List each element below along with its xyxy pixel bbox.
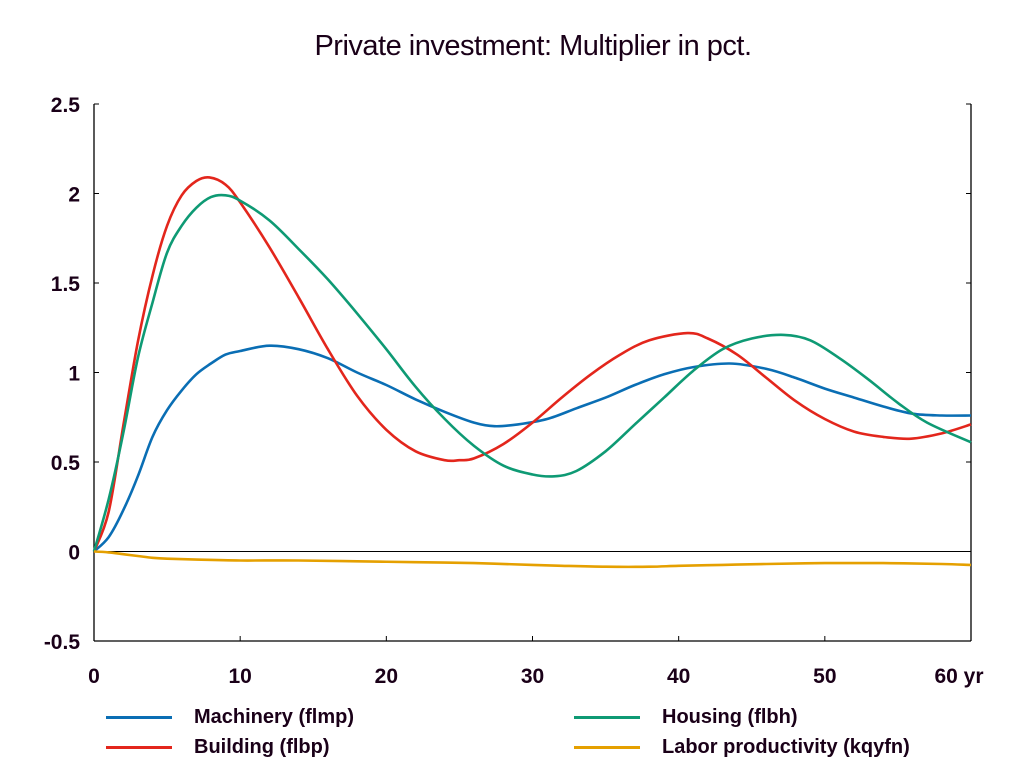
legend-swatch-machinery bbox=[106, 715, 172, 719]
legend-item-labor-productivity: Labor productivity (kqyfn) bbox=[574, 732, 910, 762]
x-tick-label: 60 yr bbox=[934, 665, 983, 688]
x-tick-label: 20 bbox=[375, 665, 398, 688]
legend-swatch-housing bbox=[574, 715, 640, 719]
y-tick-label: 0 bbox=[68, 542, 80, 565]
chart-title: Private investment: Multiplier in pct. bbox=[314, 30, 752, 62]
legend-right: Housing (flbh) Labor productivity (kqyfn… bbox=[574, 702, 910, 762]
legend-swatch-building bbox=[106, 745, 172, 749]
legend-left: Machinery (flmp) Building (flbp) bbox=[106, 702, 354, 762]
series-lines bbox=[92, 175, 972, 569]
legend-label-machinery: Machinery (flmp) bbox=[194, 705, 355, 728]
plot-area: -0.5 0 0.5 1 1.5 2 2.5 0 10 20 30 40 50 60 yr bbox=[44, 94, 984, 688]
legend-label-labor-productivity: Labor productivity (kqyfn) bbox=[662, 735, 910, 758]
y-tick-label: -0.5 bbox=[44, 631, 81, 654]
axes bbox=[93, 103, 972, 642]
y-tick-label: 1.5 bbox=[51, 273, 81, 296]
series-line-housing bbox=[92, 193, 972, 552]
y-tick-label: 2.5 bbox=[51, 94, 81, 117]
legend-label-building: Building (flbp) bbox=[194, 735, 330, 758]
y-tick-label: 2 bbox=[68, 184, 80, 207]
series-line-building bbox=[92, 175, 972, 552]
x-tick-label: 50 bbox=[813, 665, 836, 688]
legend-item-housing: Housing (flbh) bbox=[574, 702, 910, 732]
x-tick-label: 10 bbox=[228, 665, 251, 688]
series-line-labor-productivity bbox=[93, 550, 972, 569]
x-tick-label: 40 bbox=[667, 665, 690, 688]
x-tick-label: 0 bbox=[88, 665, 100, 688]
series-line-machinery bbox=[93, 344, 972, 553]
legend-label-housing: Housing (flbh) bbox=[662, 705, 798, 728]
legend-item-building: Building (flbp) bbox=[106, 732, 354, 762]
y-tick-label: 0.5 bbox=[51, 452, 81, 475]
y-tick-label: 1 bbox=[68, 363, 80, 386]
x-tick-label: 30 bbox=[521, 665, 544, 688]
legend-swatch-labor-productivity bbox=[574, 745, 640, 749]
legend-item-machinery: Machinery (flmp) bbox=[106, 702, 354, 732]
tick-labels: -0.5 0 0.5 1 1.5 2 2.5 0 10 20 30 40 50 60 yr bbox=[44, 94, 984, 688]
